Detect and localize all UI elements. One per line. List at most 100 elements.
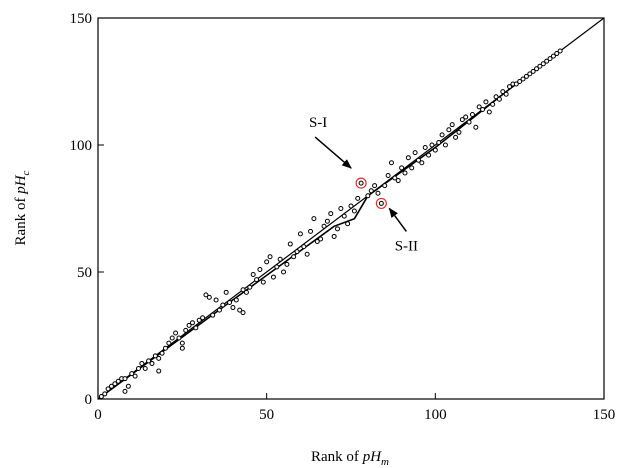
- data-point: [260, 279, 266, 285]
- data-point: [385, 172, 391, 178]
- data-point: [550, 53, 556, 59]
- data-point: [206, 294, 212, 300]
- data-point: [365, 193, 371, 199]
- data-point: [149, 360, 155, 366]
- data-point: [203, 292, 209, 298]
- data-point: [466, 119, 472, 125]
- data-point: [139, 360, 145, 366]
- data-point: [530, 68, 536, 74]
- data-point: [523, 73, 529, 79]
- data-point: [142, 366, 148, 372]
- data-point: [480, 106, 486, 112]
- data-point: [469, 112, 475, 118]
- data-point: [277, 256, 283, 262]
- x-axis-title: Rank of pHm: [311, 449, 389, 468]
- axes: 0 50 100 150 0 50 100 150: [70, 11, 616, 423]
- data-point: [517, 79, 523, 84]
- data-point: [122, 388, 128, 394]
- data-point: [500, 89, 506, 95]
- data-point: [294, 249, 300, 255]
- data-point: [213, 297, 219, 303]
- data-point: [112, 381, 118, 387]
- data-point: [399, 165, 405, 171]
- data-point: [324, 218, 330, 224]
- data-point: [540, 61, 546, 67]
- data-point: [388, 160, 394, 166]
- data-point: [395, 178, 401, 184]
- data-point: [419, 160, 425, 166]
- x-tick-label: 100: [424, 407, 447, 423]
- annotation-s2: S-II: [395, 238, 418, 254]
- data-point: [439, 132, 445, 138]
- data-point: [503, 91, 509, 97]
- data-point: [345, 221, 351, 227]
- data-point: [220, 302, 226, 308]
- data-point: [227, 299, 233, 305]
- data-point: [287, 241, 293, 247]
- data-point: [146, 358, 152, 364]
- data-point: [422, 145, 428, 151]
- data-point: [169, 335, 175, 341]
- data-point: [544, 58, 550, 64]
- data-point: [132, 373, 138, 379]
- y-axis-title: Rank of pHc: [13, 170, 32, 245]
- data-point: [237, 307, 243, 313]
- data-point: [254, 277, 260, 283]
- data-point: [335, 226, 341, 232]
- data-point: [243, 289, 249, 295]
- plot-frame: [97, 17, 605, 400]
- x-tick-label: 150: [593, 407, 616, 423]
- data-point: [328, 211, 334, 217]
- data-point: [338, 206, 344, 211]
- data-point: [351, 208, 357, 214]
- data-point: [291, 254, 297, 260]
- y-tick-label: 0: [85, 392, 93, 408]
- data-point: [284, 261, 290, 267]
- data-point: [321, 223, 327, 229]
- data-point: [341, 213, 347, 219]
- data-point: [372, 183, 378, 189]
- data-point: [281, 269, 287, 275]
- data-point: [453, 134, 459, 140]
- data-point: [483, 99, 489, 105]
- data-point: [415, 157, 421, 163]
- x-tick-label: 50: [259, 407, 274, 423]
- data-point: [368, 188, 374, 194]
- data-point: [162, 345, 168, 351]
- data-point: [527, 71, 533, 77]
- data-point: [493, 94, 499, 100]
- data-point: [156, 355, 162, 361]
- data-point: [200, 315, 206, 321]
- data-point: [122, 376, 128, 382]
- data-point: [102, 391, 108, 397]
- data-point: [382, 183, 388, 189]
- data-point: [378, 200, 384, 206]
- data-point: [193, 325, 199, 331]
- data-point: [476, 104, 482, 110]
- data-point: [233, 297, 239, 303]
- data-point: [270, 274, 276, 280]
- highlight-ring-2: [375, 197, 387, 210]
- data-point: [412, 150, 418, 156]
- data-point: [557, 48, 563, 54]
- annotations: S-I S-II: [309, 115, 418, 254]
- data-point: [183, 327, 189, 333]
- data-point: [520, 76, 526, 82]
- data-point: [426, 152, 432, 158]
- data-point: [375, 190, 381, 196]
- data-point: [216, 307, 222, 313]
- data-point: [432, 147, 438, 153]
- data-point: [490, 101, 496, 107]
- data-point: [402, 170, 408, 176]
- arrow-s1: [314, 136, 352, 169]
- data-point: [125, 383, 131, 389]
- y-tick-label: 50: [77, 265, 92, 281]
- data-point: [108, 383, 114, 389]
- data-point: [152, 353, 158, 359]
- data-point: [308, 228, 314, 234]
- data-point: [507, 84, 513, 90]
- data-point: [105, 386, 111, 392]
- data-point: [304, 251, 310, 257]
- data-point: [358, 180, 364, 186]
